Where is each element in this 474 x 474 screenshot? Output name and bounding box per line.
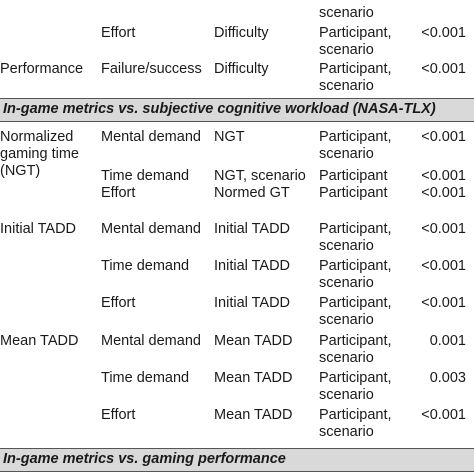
covariates-cell: Participant	[319, 185, 388, 201]
covariates-cell: Participant, scenario	[319, 333, 392, 366]
workload-cell: Time demand	[101, 258, 190, 274]
covariates-cell: Participant, scenario	[319, 258, 392, 291]
p-value-cell: <0.001	[421, 25, 466, 41]
predictor-cell: Initial TADD	[214, 258, 291, 274]
predictor-cell: Normed GT	[214, 185, 290, 201]
workload-cell: Effort	[101, 407, 136, 423]
predictor-cell: Difficulty	[214, 61, 269, 77]
predictor-cell: Mean TADD	[214, 407, 293, 423]
covariates-cell: Participant, scenario	[319, 25, 392, 58]
p-value-cell: <0.001	[421, 129, 466, 145]
covariates-cell: Participant, scenario	[319, 221, 392, 254]
p-value-cell: <0.001	[421, 221, 466, 237]
section-divider	[0, 471, 474, 472]
covariates-cell: Participant, scenario	[319, 295, 392, 328]
covariates-cell: Participant	[319, 168, 388, 184]
section-divider	[0, 98, 474, 99]
predictor-cell: Difficulty	[214, 25, 269, 41]
workload-cell: Effort	[101, 295, 136, 311]
workload-cell: Mental demand	[101, 129, 201, 145]
predictor-cell: Mean TADD	[214, 370, 293, 386]
covariates-cell: scenario	[319, 5, 374, 21]
workload-cell: Time demand	[101, 168, 190, 184]
predictor-cell: Initial TADD	[214, 221, 291, 237]
section-divider	[0, 121, 474, 122]
workload-cell: Failure/success	[101, 61, 202, 77]
workload-cell: Effort	[101, 185, 136, 201]
p-value-cell: <0.001	[421, 295, 466, 311]
covariates-cell: Participant, scenario	[319, 61, 392, 94]
p-value-cell: <0.001	[421, 258, 466, 274]
workload-cell: Mental demand	[101, 221, 201, 237]
section-heading: In-game metrics vs. subjective cognitive…	[0, 99, 474, 121]
workload-cell: Time demand	[101, 370, 190, 386]
workload-cell: Effort	[101, 25, 136, 41]
predictor-cell: Mean TADD	[214, 333, 293, 349]
metric-cell: Initial TADD	[0, 221, 77, 237]
covariates-cell: Participant, scenario	[319, 370, 392, 403]
p-value-cell: 0.003	[429, 370, 466, 386]
p-value-cell: 0.001	[429, 333, 466, 349]
workload-cell: Mental demand	[101, 333, 201, 349]
metric-cell: Mean TADD	[0, 333, 79, 349]
covariates-cell: Participant, scenario	[319, 129, 392, 162]
metric-cell: Normalized gaming time (NGT)	[0, 129, 79, 179]
section-heading: In-game metrics vs. gaming performance	[0, 449, 474, 471]
covariates-cell: Participant, scenario	[319, 407, 392, 440]
section-divider	[0, 448, 474, 449]
p-value-cell: <0.001	[421, 407, 466, 423]
metric-cell: Performance	[0, 61, 84, 77]
p-value-cell: <0.001	[421, 61, 466, 77]
predictor-cell: NGT	[214, 129, 245, 145]
predictor-cell: Initial TADD	[214, 295, 291, 311]
p-value-cell: <0.001	[421, 168, 466, 184]
predictor-cell: NGT, scenario	[214, 168, 306, 184]
p-value-cell: <0.001	[421, 185, 466, 201]
